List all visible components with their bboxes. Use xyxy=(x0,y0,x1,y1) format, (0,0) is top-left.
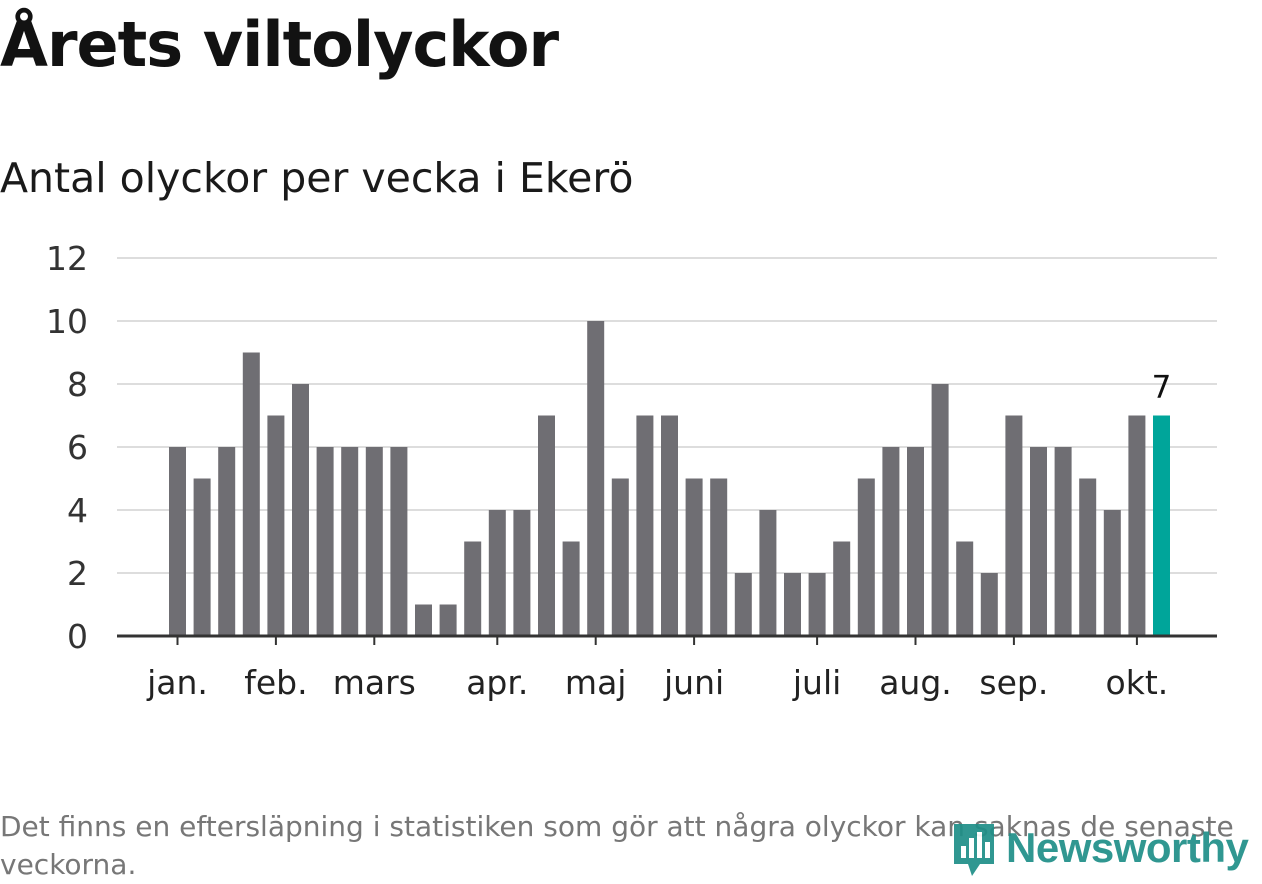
x-tick-label: jan. xyxy=(146,663,208,702)
bar xyxy=(710,478,728,636)
bar xyxy=(734,573,752,636)
bar xyxy=(464,541,482,636)
bar xyxy=(857,478,875,636)
bar xyxy=(931,384,949,636)
chart-subtitle: Antal olyckor per vecka i Ekerö xyxy=(0,154,634,202)
page-title: Årets viltolyckor xyxy=(0,8,559,81)
brand-name: Newsworthy xyxy=(1006,824,1249,871)
y-tick-label: 4 xyxy=(67,491,88,530)
bar xyxy=(907,447,924,636)
y-tick-label: 10 xyxy=(46,302,88,341)
y-tick-label: 12 xyxy=(46,239,88,278)
bar xyxy=(169,447,186,636)
bar xyxy=(292,384,309,636)
bar xyxy=(661,415,678,636)
x-tick-label: mars xyxy=(333,663,416,702)
x-tick-label: aug. xyxy=(879,663,952,702)
y-tick-label: 2 xyxy=(67,554,88,593)
y-axis-tick-labels: 0 2 4 6 8 10 12 xyxy=(46,239,88,656)
x-tick-label: sep. xyxy=(979,663,1048,702)
bar xyxy=(562,541,580,636)
bar xyxy=(833,541,851,636)
bar xyxy=(488,510,506,636)
bar xyxy=(218,447,236,636)
data-labels: 7 xyxy=(1152,370,1172,406)
bar xyxy=(341,447,359,636)
bar xyxy=(316,447,334,636)
bar xyxy=(980,573,998,636)
bar xyxy=(513,510,531,636)
x-tick-label: apr. xyxy=(466,663,528,702)
bar xyxy=(267,415,285,636)
x-tick-label: maj xyxy=(565,663,627,702)
bar xyxy=(365,447,383,636)
x-axis: jan. feb. mars apr. maj juni juli aug. sep. okt. xyxy=(117,634,1217,702)
bar xyxy=(1005,415,1023,636)
bar xyxy=(1054,447,1072,636)
x-tick-label: juli xyxy=(792,663,841,702)
bar xyxy=(1103,510,1121,636)
bar xyxy=(808,573,826,636)
bar xyxy=(636,415,654,636)
x-tick-label: juni xyxy=(663,663,724,702)
bar xyxy=(390,447,408,636)
bar xyxy=(685,478,703,636)
bar xyxy=(611,478,629,636)
bar xyxy=(242,352,260,636)
bars xyxy=(169,321,1170,636)
bar xyxy=(193,478,211,636)
x-tick-label: okt. xyxy=(1106,663,1169,702)
bar xyxy=(587,321,605,636)
brand-logo: Newsworthy xyxy=(950,818,1249,878)
newsworthy-logo-icon xyxy=(954,824,994,876)
bar xyxy=(784,573,801,636)
y-tick-label: 0 xyxy=(67,617,88,656)
bar-highlight xyxy=(1153,415,1170,636)
y-tick-label: 6 xyxy=(67,428,88,467)
data-label-last: 7 xyxy=(1152,370,1172,406)
bar xyxy=(439,604,457,636)
y-tick-label: 8 xyxy=(67,365,88,404)
footnote: Det finns en eftersläpning i statistiken… xyxy=(0,810,1234,881)
x-tick-label: feb. xyxy=(244,663,307,702)
bar xyxy=(415,604,432,636)
bar xyxy=(1030,447,1047,636)
bar xyxy=(1079,478,1097,636)
bar xyxy=(1128,415,1146,636)
bar xyxy=(956,541,974,636)
bar xyxy=(882,447,900,636)
bar xyxy=(538,415,555,636)
bar xyxy=(759,510,777,636)
